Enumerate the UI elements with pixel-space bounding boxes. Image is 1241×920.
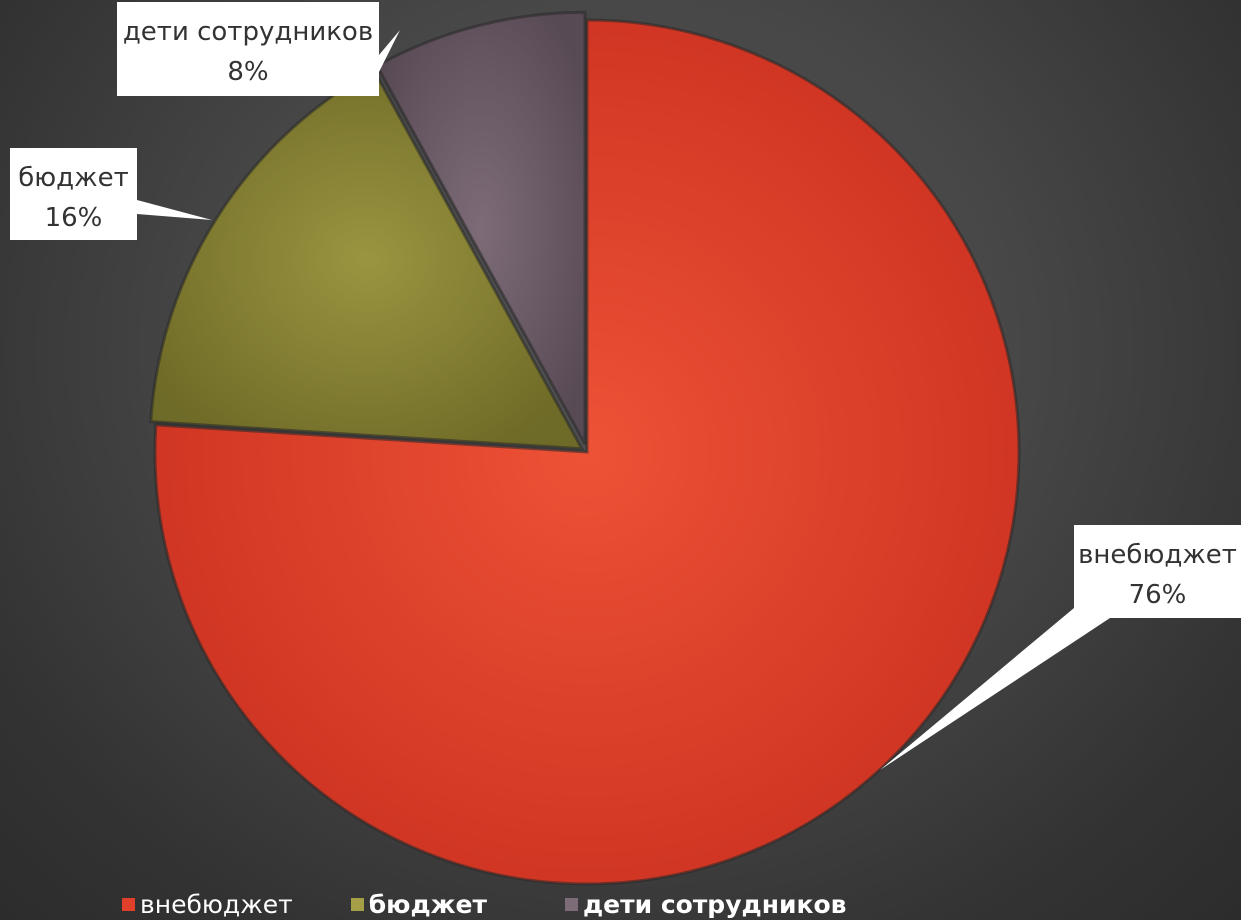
callout-leader xyxy=(137,200,212,220)
pie-slice-бюджет xyxy=(149,68,585,451)
data-label-category: внебюджет xyxy=(1078,540,1237,570)
callout-box xyxy=(1074,525,1241,618)
legend-swatch-внебюджет xyxy=(122,897,135,911)
callout-leader xyxy=(379,30,400,72)
pie-slice-внебюджет xyxy=(153,18,1021,886)
data-label-value: 8% xyxy=(227,57,268,87)
data-label-value: 76% xyxy=(1129,580,1187,610)
legend-item-бюджет: бюджет xyxy=(350,889,487,919)
data-label-category: бюджет xyxy=(18,163,128,193)
callout-box xyxy=(117,2,379,96)
pie-slice-дети-сотрудников xyxy=(374,10,587,445)
legend-label: бюджет xyxy=(368,889,487,919)
legend-label: дети сотрудников xyxy=(582,889,847,919)
legend-item-дети-сотрудников: дети сотрудников xyxy=(564,889,847,919)
callout-box xyxy=(10,148,137,240)
legend-label: внебюджет xyxy=(140,889,293,919)
data-label-value: 16% xyxy=(45,203,103,233)
callout-leader xyxy=(880,608,1110,770)
legend-item-внебюджет: внебюджет xyxy=(122,890,293,919)
legend-swatch-бюджет xyxy=(350,897,364,911)
legend: внебюджет бюджет дети сотрудников xyxy=(122,889,846,919)
legend-swatch-дети-сотрудников xyxy=(564,897,578,911)
data-label-category: дети сотрудников xyxy=(123,17,373,47)
